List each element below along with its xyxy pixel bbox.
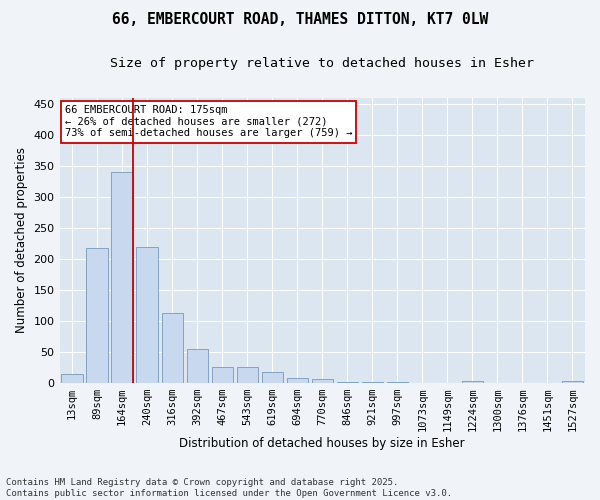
Text: 66 EMBERCOURT ROAD: 175sqm
← 26% of detached houses are smaller (272)
73% of sem: 66 EMBERCOURT ROAD: 175sqm ← 26% of deta… bbox=[65, 105, 352, 138]
Bar bbox=[311, 379, 333, 383]
Bar bbox=[387, 382, 408, 383]
Text: 66, EMBERCOURT ROAD, THAMES DITTON, KT7 0LW: 66, EMBERCOURT ROAD, THAMES DITTON, KT7 … bbox=[112, 12, 488, 28]
Bar bbox=[136, 246, 158, 383]
Bar bbox=[212, 368, 233, 383]
Bar bbox=[61, 374, 83, 383]
Bar bbox=[161, 313, 183, 383]
X-axis label: Distribution of detached houses by size in Esher: Distribution of detached houses by size … bbox=[179, 437, 465, 450]
Title: Size of property relative to detached houses in Esher: Size of property relative to detached ho… bbox=[110, 58, 534, 70]
Bar bbox=[262, 372, 283, 383]
Bar bbox=[362, 382, 383, 383]
Bar bbox=[112, 172, 133, 383]
Bar bbox=[236, 368, 258, 383]
Y-axis label: Number of detached properties: Number of detached properties bbox=[15, 148, 28, 334]
Bar bbox=[287, 378, 308, 383]
Bar bbox=[337, 382, 358, 383]
Text: Contains HM Land Registry data © Crown copyright and database right 2025.
Contai: Contains HM Land Registry data © Crown c… bbox=[6, 478, 452, 498]
Bar bbox=[86, 248, 108, 383]
Bar bbox=[187, 349, 208, 383]
Bar bbox=[462, 381, 483, 383]
Bar bbox=[562, 381, 583, 383]
